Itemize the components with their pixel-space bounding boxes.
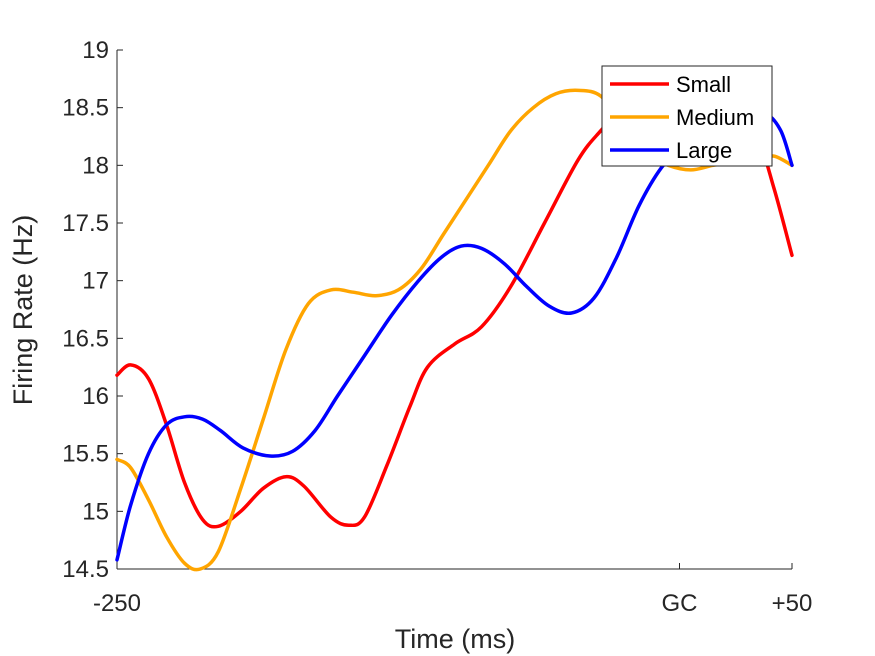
x-tick-label: -250 (93, 590, 141, 617)
legend-label-small: Small (676, 72, 731, 97)
legend-label-medium: Medium (676, 105, 754, 130)
axes: 14.5 15 15.5 16 16.5 17 17.5 18 18.5 19 -250 GC +50 (62, 37, 812, 617)
y-tick-label: 16.5 (62, 325, 109, 352)
y-tick-label: 17.5 (62, 210, 109, 237)
y-tick-label: 15 (82, 498, 109, 525)
x-tick-label: +50 (772, 590, 813, 617)
y-tick-label: 18 (82, 152, 109, 179)
y-axis-label: Firing Rate (Hz) (8, 215, 38, 406)
y-tick-label: 17 (82, 268, 109, 295)
y-tick-label: 15.5 (62, 441, 109, 468)
series-line-medium (115, 88, 794, 572)
series-line-large (115, 111, 794, 562)
y-tick-label: 16 (82, 383, 109, 410)
x-tick-label: GC (662, 590, 698, 617)
y-tick-label: 18.5 (62, 95, 109, 122)
legend-label-large: Large (676, 138, 732, 163)
x-axis-label: Time (ms) (395, 624, 515, 654)
legend: Small Medium Large (601, 65, 773, 167)
y-tick-label: 14.5 (62, 556, 109, 583)
y-tick-label: 19 (82, 37, 109, 64)
